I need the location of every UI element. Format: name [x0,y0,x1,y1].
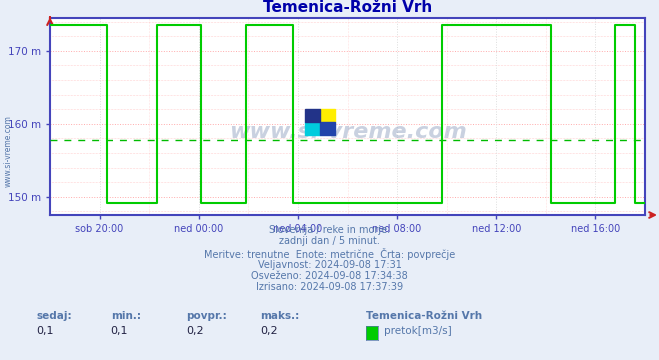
Text: 0,2: 0,2 [260,326,278,336]
Text: 0,1: 0,1 [36,326,54,336]
Text: pretok[m3/s]: pretok[m3/s] [384,326,451,336]
Text: Temenica-Rožni Vrh: Temenica-Rožni Vrh [366,311,482,321]
Text: maks.:: maks.: [260,311,300,321]
Text: Slovenija / reke in morje.: Slovenija / reke in morje. [269,225,390,235]
Text: Meritve: trenutne  Enote: metrične  Črta: povprečje: Meritve: trenutne Enote: metrične Črta: … [204,248,455,260]
Text: www.si-vreme.com: www.si-vreme.com [229,122,467,142]
Text: min.:: min.: [111,311,141,321]
Text: sedaj:: sedaj: [36,311,72,321]
Bar [320,122,335,135]
Title: Temenica-Rožni Vrh: Temenica-Rožni Vrh [263,0,432,15]
Bar [305,109,320,122]
Text: Izrisano: 2024-09-08 17:37:39: Izrisano: 2024-09-08 17:37:39 [256,282,403,292]
Text: Osveženo: 2024-09-08 17:34:38: Osveženo: 2024-09-08 17:34:38 [251,271,408,281]
Bar [320,109,335,122]
Bar [305,122,320,135]
Text: Veljavnost: 2024-09-08 17:31: Veljavnost: 2024-09-08 17:31 [258,260,401,270]
Text: zadnji dan / 5 minut.: zadnji dan / 5 minut. [279,236,380,246]
Text: 0,1: 0,1 [111,326,129,336]
Text: www.si-vreme.com: www.si-vreme.com [3,115,13,187]
Text: povpr.:: povpr.: [186,311,227,321]
Text: 0,2: 0,2 [186,326,204,336]
